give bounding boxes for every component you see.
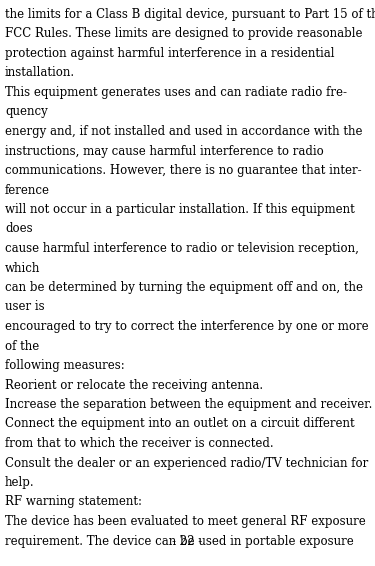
Text: cause harmful interference to radio or television reception,: cause harmful interference to radio or t… xyxy=(5,242,359,255)
Text: can be determined by turning the equipment off and on, the: can be determined by turning the equipme… xyxy=(5,281,363,294)
Text: will not occur in a particular installation. If this equipment: will not occur in a particular installat… xyxy=(5,203,355,216)
Text: of the: of the xyxy=(5,340,39,353)
Text: does: does xyxy=(5,222,33,235)
Text: - 22 -: - 22 - xyxy=(172,535,202,548)
Text: from that to which the receiver is connected.: from that to which the receiver is conne… xyxy=(5,437,274,450)
Text: energy and, if not installed and used in accordance with the: energy and, if not installed and used in… xyxy=(5,125,363,138)
Text: ference: ference xyxy=(5,183,50,196)
Text: installation.: installation. xyxy=(5,66,75,79)
Text: FCC Rules. These limits are designed to provide reasonable: FCC Rules. These limits are designed to … xyxy=(5,28,363,41)
Text: RF warning statement:: RF warning statement: xyxy=(5,495,142,508)
Text: help.: help. xyxy=(5,476,34,489)
Text: protection against harmful interference in a residential: protection against harmful interference … xyxy=(5,47,334,60)
Text: the limits for a Class B digital device, pursuant to Part 15 of the: the limits for a Class B digital device,… xyxy=(5,8,375,21)
Text: encouraged to try to correct the interference by one or more: encouraged to try to correct the interfe… xyxy=(5,320,369,333)
Text: communications. However, there is no guarantee that inter-: communications. However, there is no gua… xyxy=(5,164,362,177)
Text: user is: user is xyxy=(5,301,45,314)
Text: Consult the dealer or an experienced radio/TV technician for: Consult the dealer or an experienced rad… xyxy=(5,457,368,470)
Text: requirement. The device can be used in portable exposure: requirement. The device can be used in p… xyxy=(5,534,354,547)
Text: Increase the separation between the equipment and receiver.: Increase the separation between the equi… xyxy=(5,398,372,411)
Text: which: which xyxy=(5,261,40,275)
Text: quency: quency xyxy=(5,105,48,118)
Text: Reorient or relocate the receiving antenna.: Reorient or relocate the receiving anten… xyxy=(5,379,263,392)
Text: This equipment generates uses and can radiate radio fre-: This equipment generates uses and can ra… xyxy=(5,86,347,99)
Text: following measures:: following measures: xyxy=(5,359,125,372)
Text: Connect the equipment into an outlet on a circuit different: Connect the equipment into an outlet on … xyxy=(5,418,355,431)
Text: instructions, may cause harmful interference to radio: instructions, may cause harmful interfer… xyxy=(5,144,324,157)
Text: The device has been evaluated to meet general RF exposure: The device has been evaluated to meet ge… xyxy=(5,515,366,528)
